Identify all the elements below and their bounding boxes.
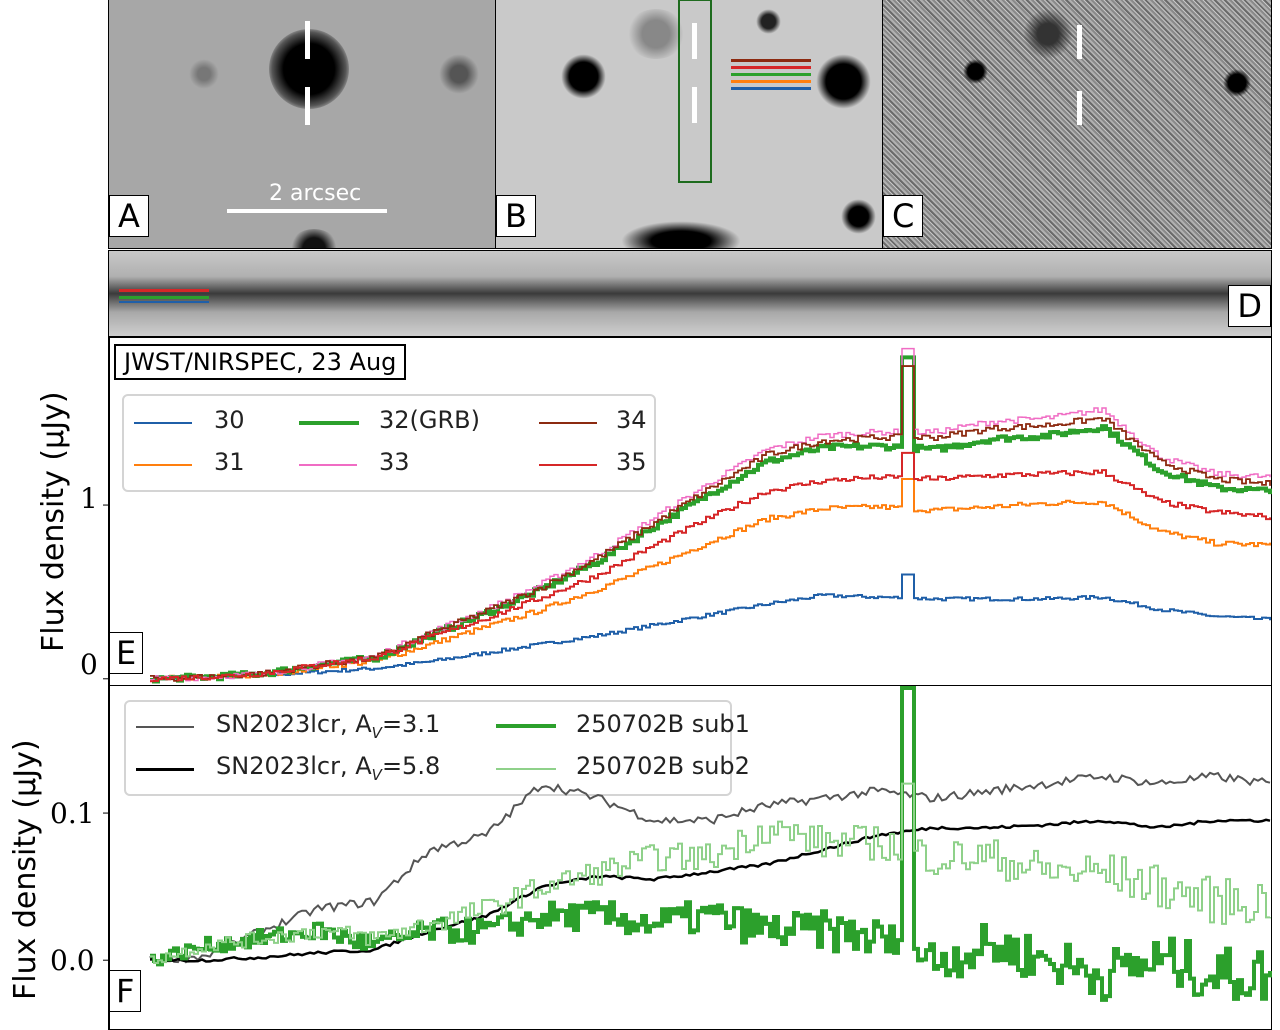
y-tick-label: 0.1 <box>50 797 95 830</box>
source-blob <box>756 9 781 34</box>
legend-label-av31: SN2023lcr, AV=3.1 <box>216 710 441 742</box>
source-blob <box>289 229 339 248</box>
y-axis-label-e: Flux density (μJy) <box>36 391 71 652</box>
source-blob <box>816 54 871 109</box>
spectrum-panel-f: SN2023lcr, AV=3.1 SN2023lcr, AV=5.8 2507… <box>108 685 1272 1030</box>
position-marker <box>692 87 697 123</box>
panel-label-f: F <box>110 970 142 1012</box>
legend-label-30: 30 <box>214 406 245 434</box>
extraction-region-markers <box>731 59 811 90</box>
source-blob <box>841 199 876 234</box>
legend-swatch-34 <box>539 422 597 424</box>
legend-label-sub2: 250702B sub2 <box>576 752 750 780</box>
image-panel-c: C <box>882 0 1272 249</box>
panel-label-b: B <box>496 195 536 237</box>
position-marker <box>692 23 697 59</box>
image-panel-b: B <box>495 0 883 249</box>
legend-swatch-sub1 <box>496 724 556 728</box>
source-blob <box>561 54 606 99</box>
panel-label-e: E <box>110 632 144 674</box>
position-marker <box>1077 91 1082 125</box>
source-blob <box>621 221 741 248</box>
legend-label-sub1: 250702B sub1 <box>576 710 750 738</box>
legend-label-35: 35 <box>616 448 647 476</box>
legend-swatch-30 <box>134 422 192 424</box>
legend-swatch-32 <box>299 421 359 425</box>
panel-label-a: A <box>109 195 149 237</box>
legend: 30 31 32(GRB) 33 34 35 <box>122 394 656 492</box>
position-marker <box>305 21 310 59</box>
legend: SN2023lcr, AV=3.1 SN2023lcr, AV=5.8 2507… <box>124 700 750 796</box>
extraction-region-markers <box>119 289 209 303</box>
legend-swatch-av31 <box>136 726 194 728</box>
y-axis-label-f: Flux density (μJy) <box>8 739 43 1000</box>
image-panel-a: 2 arcsec A <box>108 0 496 249</box>
spectrum-panel-e: JWST/NIRSPEC, 23 Aug 30 31 32(GRB) 33 34… <box>108 337 1272 686</box>
legend-swatch-sub2 <box>496 768 556 770</box>
source-blob <box>626 9 686 59</box>
panel-label-c: C <box>883 195 924 237</box>
position-marker <box>1077 25 1082 59</box>
legend-label-34: 34 <box>616 406 647 434</box>
legend-label-av58: SN2023lcr, AV=5.8 <box>216 752 441 784</box>
source-blob <box>1223 69 1251 97</box>
legend-swatch-33 <box>299 464 357 466</box>
source-blob <box>1023 9 1073 59</box>
position-marker <box>305 87 310 125</box>
scale-bar-label: 2 arcsec <box>269 181 362 206</box>
legend-swatch-av58 <box>136 768 194 771</box>
chart-title: JWST/NIRSPEC, 23 Aug <box>114 344 407 380</box>
y-tick-label: 0 <box>80 648 98 681</box>
slit-outline <box>678 0 712 183</box>
legend-swatch-35 <box>539 464 597 466</box>
panel-label-d: D <box>1228 285 1271 327</box>
legend-label-32: 32(GRB) <box>379 406 481 434</box>
y-tick-label: 1 <box>80 482 98 515</box>
y-tick-label: 0.0 <box>50 944 95 977</box>
source-blob <box>963 59 988 84</box>
source-blob <box>189 59 219 89</box>
legend-label-31: 31 <box>214 448 245 476</box>
scale-bar <box>227 209 387 213</box>
source-blob <box>439 54 479 94</box>
legend-swatch-31 <box>134 464 192 466</box>
legend-label-33: 33 <box>379 448 410 476</box>
spectrum-2d-panel-d: D <box>108 250 1272 337</box>
